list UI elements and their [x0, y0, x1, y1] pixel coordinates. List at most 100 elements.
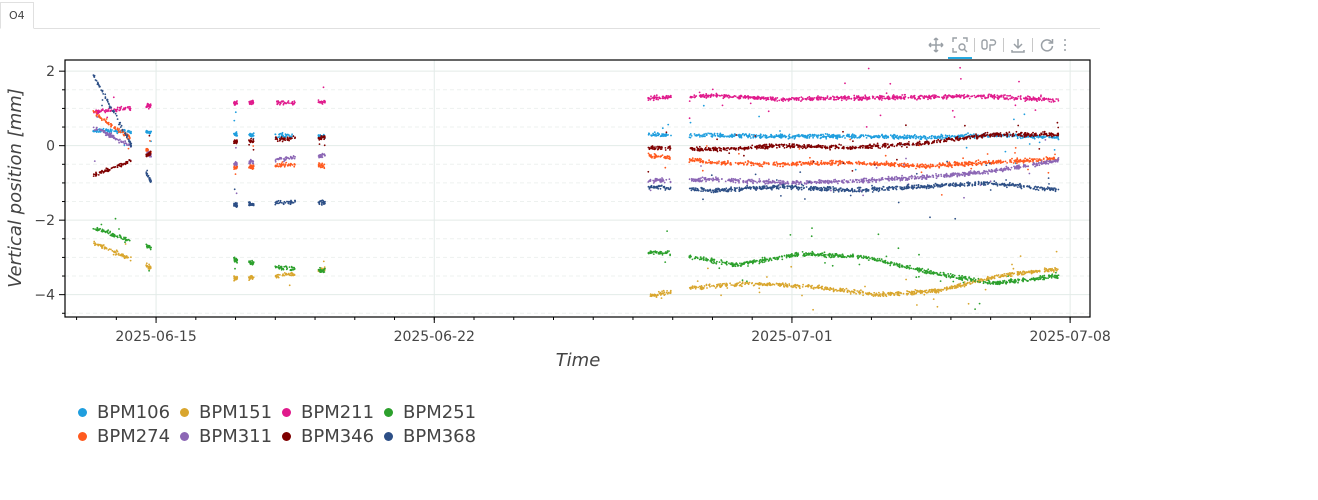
data-point: [1033, 277, 1036, 280]
data-point: [118, 128, 121, 130]
data-point: [96, 226, 99, 229]
data-point: [703, 133, 705, 136]
data-point: [863, 256, 866, 259]
data-point: [657, 294, 659, 297]
data-point: [752, 135, 755, 138]
data-point: [285, 266, 288, 269]
hover-tool[interactable]: [977, 34, 1001, 56]
data-point: [744, 262, 746, 264]
data-point: [1039, 276, 1041, 278]
data-point: [282, 164, 284, 166]
data-point: [775, 98, 777, 101]
data-point: [701, 134, 704, 137]
data-point: [749, 97, 752, 99]
data-point: [851, 134, 853, 136]
data-point: [942, 271, 945, 274]
data-point: [146, 265, 149, 268]
data-point: [873, 294, 876, 296]
data-point: [913, 96, 915, 98]
data-point: [798, 148, 801, 150]
data-point: [797, 254, 799, 257]
data-point: [824, 255, 826, 258]
data-point: [856, 137, 859, 139]
data-point: [864, 94, 867, 97]
data-point: [119, 254, 121, 257]
data-point: [949, 273, 952, 275]
data-point: [667, 157, 670, 160]
data-point: [932, 96, 935, 99]
data-point: [714, 287, 717, 289]
data-point: [856, 290, 859, 292]
data-point: [739, 283, 742, 286]
reset-tool[interactable]: [1035, 34, 1059, 56]
data-point: [969, 277, 972, 280]
data-point: [249, 167, 252, 170]
data-point: [1031, 278, 1034, 281]
data-point: [732, 265, 735, 267]
data-point: [1005, 273, 1008, 275]
data-point: [831, 253, 834, 256]
data-point: [853, 94, 856, 97]
data-point: [1032, 96, 1035, 99]
data-point: [853, 288, 855, 291]
data-point: [1026, 158, 1028, 161]
data-point: [812, 136, 814, 139]
data-point: [886, 96, 889, 99]
data-point: [723, 94, 725, 97]
data-point: [905, 135, 907, 138]
data-point: [1034, 158, 1036, 161]
data-point: [274, 275, 277, 278]
data-point: [854, 168, 857, 171]
pan-tool[interactable]: [924, 34, 948, 56]
data-point: [665, 94, 668, 97]
box-zoom-tool[interactable]: [948, 34, 972, 59]
data-point: [129, 106, 132, 108]
data-point: [860, 289, 862, 292]
data-point: [1008, 95, 1010, 97]
data-point: [1039, 98, 1042, 100]
data-point: [818, 284, 820, 287]
data-point: [862, 135, 865, 138]
data-point: [1004, 150, 1007, 153]
more-tool[interactable]: [1059, 34, 1071, 56]
data-point: [867, 67, 870, 70]
data-point: [849, 293, 852, 295]
data-point: [812, 252, 815, 254]
data-point: [953, 287, 956, 289]
data-point: [943, 287, 946, 290]
data-point: [742, 96, 745, 99]
data-point: [794, 135, 796, 138]
data-point: [698, 258, 701, 261]
data-point: [722, 97, 725, 100]
data-point: [320, 101, 322, 104]
tab-o4[interactable]: O4: [0, 2, 34, 29]
data-point: [103, 118, 105, 120]
data-point: [323, 99, 325, 102]
data-point: [831, 255, 833, 258]
data-point: [836, 136, 838, 139]
data-point: [735, 282, 738, 285]
data-point: [909, 96, 912, 99]
data-point: [669, 289, 672, 292]
data-point: [713, 133, 716, 136]
data-point: [92, 227, 95, 230]
data-point: [323, 266, 326, 268]
data-point: [802, 283, 804, 286]
data-point: [964, 96, 967, 98]
save-tool[interactable]: [1006, 34, 1030, 56]
data-point: [832, 95, 834, 98]
data-point: [1055, 271, 1057, 274]
data-point: [318, 164, 321, 167]
data-point: [946, 165, 948, 168]
data-point: [801, 251, 804, 253]
data-point: [835, 98, 838, 101]
data-point: [101, 228, 104, 231]
data-point: [905, 278, 907, 281]
data-point: [896, 264, 899, 267]
data-point: [832, 136, 834, 139]
data-point: [120, 105, 123, 108]
data-point: [714, 134, 717, 137]
data-point: [763, 282, 766, 285]
data-point: [816, 162, 818, 165]
